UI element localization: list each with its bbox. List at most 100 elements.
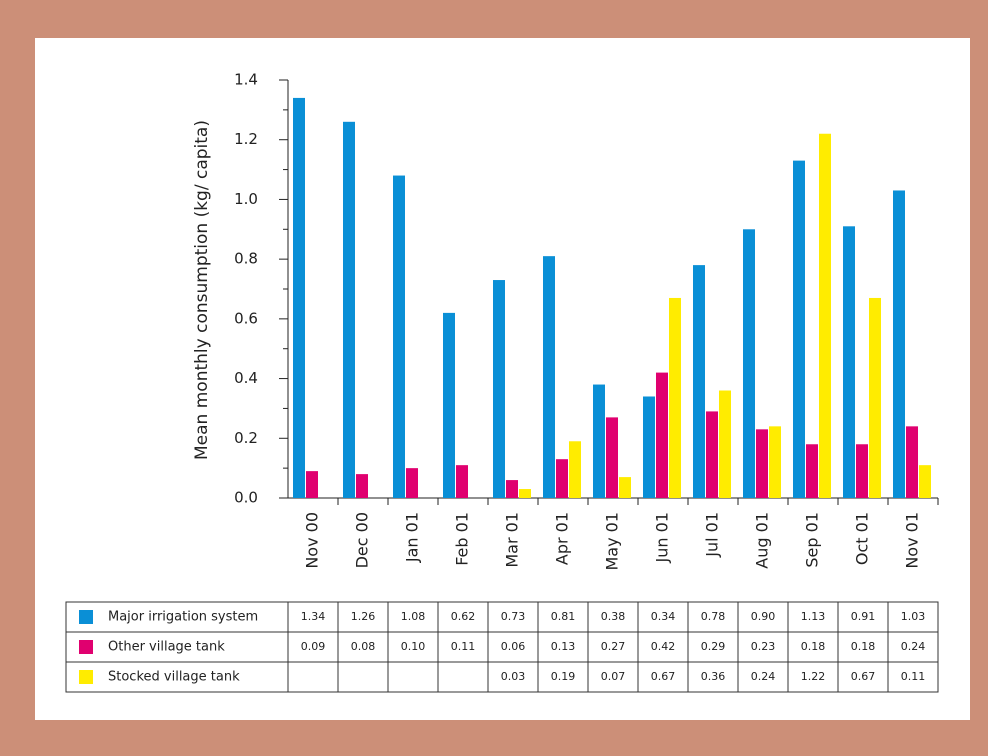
- bar: [569, 441, 581, 498]
- legend-label: Other village tank: [108, 640, 225, 655]
- bar: [656, 372, 668, 498]
- bar: [593, 384, 605, 498]
- table-cell: 0.38: [601, 610, 626, 623]
- x-tick-label: May 01: [603, 512, 622, 571]
- y-tick-label: 1.0: [234, 190, 258, 208]
- table-cell: 0.24: [751, 670, 776, 683]
- table-cell: 1.34: [301, 610, 326, 623]
- bar: [893, 190, 905, 498]
- table-cell: 0.42: [651, 640, 676, 653]
- table-cell: 0.34: [651, 610, 676, 623]
- x-tick-label: Sep 01: [803, 512, 822, 568]
- table-cell: 0.78: [701, 610, 726, 623]
- y-tick-label: 0.8: [234, 250, 258, 268]
- bar: [843, 226, 855, 499]
- y-tick-label: 1.2: [234, 130, 258, 148]
- x-tick-label: Jul 01: [703, 512, 722, 558]
- table-cell: 0.07: [601, 670, 626, 683]
- bar: [343, 121, 355, 499]
- legend-swatch: [79, 670, 93, 684]
- bar: [906, 426, 918, 498]
- legend-label: Major irrigation system: [108, 610, 258, 625]
- table-cell: 0.13: [551, 640, 576, 653]
- table-cell: 0.18: [801, 640, 826, 653]
- x-tick-label: Dec 00: [353, 512, 372, 568]
- bar: [543, 256, 555, 498]
- bar: [393, 175, 405, 499]
- bar: [919, 465, 931, 498]
- bar: [406, 468, 418, 498]
- bar: [519, 489, 531, 498]
- table-cell: 1.03: [901, 610, 926, 623]
- bar: [856, 444, 868, 498]
- table-border: [65, 601, 939, 693]
- x-tick-label: Feb 01: [453, 512, 472, 566]
- table-cell: 1.22: [801, 670, 826, 683]
- bar: [793, 160, 805, 498]
- bar: [556, 459, 568, 498]
- bar: [819, 133, 831, 498]
- y-tick-label: 0.0: [234, 489, 258, 507]
- table-cell: 0.29: [701, 640, 726, 653]
- bar: [669, 297, 681, 498]
- y-tick-label: 1.4: [234, 71, 258, 89]
- x-tick-label: Apr 01: [553, 512, 572, 565]
- table-cell: 0.81: [551, 610, 576, 623]
- bar: [743, 229, 755, 499]
- table-cell: 0.23: [751, 640, 776, 653]
- y-tick-label: 0.6: [234, 309, 258, 327]
- bar: [306, 471, 318, 498]
- x-tick-label: Aug 01: [753, 512, 772, 569]
- table-cell: 0.67: [851, 670, 876, 683]
- table-cell: 0.24: [901, 640, 926, 653]
- table-cell: 0.36: [701, 670, 726, 683]
- table-cell: 0.09: [301, 640, 326, 653]
- bar: [869, 297, 881, 498]
- table-cell: 0.08: [351, 640, 376, 653]
- bar: [693, 265, 705, 498]
- x-tick-label: Jan 01: [403, 512, 422, 563]
- x-tick-label: Mar 01: [503, 512, 522, 568]
- y-axis-title: Mean monthly consumption (kg/ capita): [192, 120, 212, 460]
- bar: [456, 465, 468, 498]
- table-cell: 0.06: [501, 640, 526, 653]
- x-tick-label: Nov 01: [903, 512, 922, 569]
- legend-label: Stocked village tank: [108, 670, 240, 685]
- table-cell: 0.10: [401, 640, 426, 653]
- bar: [806, 444, 818, 498]
- legend-swatch: [79, 640, 93, 654]
- table-cell: 0.11: [451, 640, 476, 653]
- table-cell: 1.13: [801, 610, 826, 623]
- x-tick-label: Nov 00: [303, 512, 322, 569]
- y-tick-label: 0.2: [234, 429, 258, 447]
- bar: [756, 429, 768, 498]
- table-cell: 1.08: [401, 610, 426, 623]
- x-tick-label: Oct 01: [853, 512, 872, 565]
- bar: [443, 312, 455, 498]
- table-cell: 0.90: [751, 610, 776, 623]
- bar: [506, 480, 518, 498]
- bar: [356, 474, 368, 498]
- table-cell: 0.11: [901, 670, 926, 683]
- x-tick-label: Jun 01: [653, 512, 672, 563]
- table-cell: 0.67: [651, 670, 676, 683]
- y-tick-label: 0.4: [234, 369, 258, 387]
- legend-swatch: [79, 610, 93, 624]
- bar: [606, 417, 618, 498]
- bar: [719, 390, 731, 498]
- bar: [706, 411, 718, 498]
- table-cell: 0.19: [551, 670, 576, 683]
- bar: [643, 396, 655, 498]
- table-cell: 0.73: [501, 610, 526, 623]
- table-cell: 0.18: [851, 640, 876, 653]
- table-cell: 0.91: [851, 610, 876, 623]
- bar: [493, 280, 505, 498]
- table-cell: 0.03: [501, 670, 526, 683]
- bar: [769, 426, 781, 498]
- table-cell: 0.27: [601, 640, 626, 653]
- bar: [619, 477, 631, 498]
- bar: [293, 97, 305, 499]
- table-cell: 1.26: [351, 610, 376, 623]
